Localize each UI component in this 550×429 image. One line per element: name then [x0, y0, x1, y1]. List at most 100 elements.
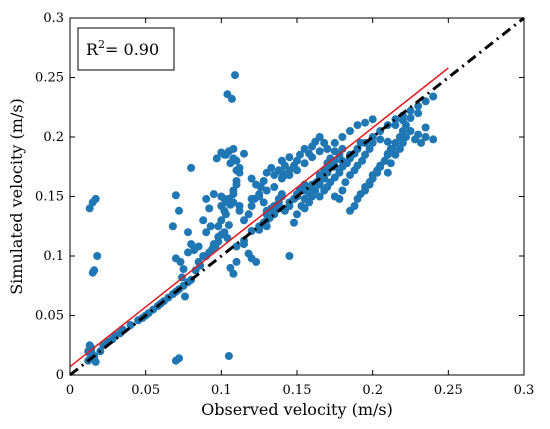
data-point: [315, 192, 324, 201]
data-point: [315, 147, 324, 156]
y-tick-label: 0.05: [35, 309, 64, 324]
data-point: [232, 156, 241, 165]
data-point: [368, 115, 377, 124]
one-to-one-line: [69, 16, 525, 377]
data-point: [376, 135, 385, 144]
data-point: [176, 257, 185, 266]
data-point: [209, 240, 218, 249]
data-point: [335, 168, 344, 177]
data-point: [226, 200, 235, 209]
data-point: [414, 109, 423, 118]
data-point: [220, 206, 229, 215]
data-point: [368, 174, 377, 183]
data-point: [240, 149, 248, 158]
data-point: [320, 174, 329, 183]
data-point: [421, 133, 430, 141]
data-point: [338, 133, 347, 141]
data-point: [358, 156, 367, 165]
y-axis-label: Simulated velocity (m/s): [7, 98, 26, 295]
data-point: [388, 144, 397, 153]
data-point: [247, 174, 256, 183]
data-point: [395, 144, 404, 153]
data-point: [346, 127, 354, 135]
data-point: [323, 144, 332, 153]
data-point: [386, 159, 395, 168]
y-tick-label: 0.25: [35, 71, 64, 86]
data-point: [181, 292, 189, 301]
data-point: [361, 186, 370, 195]
annotation-prefix: R: [86, 40, 99, 59]
data-point: [429, 92, 438, 101]
data-point: [335, 194, 344, 203]
data-point: [199, 216, 208, 225]
data-point: [175, 354, 183, 363]
data-point: [398, 127, 407, 135]
data-point: [330, 138, 339, 147]
data-point: [90, 266, 99, 275]
data-point: [259, 198, 268, 207]
data-point: [368, 138, 377, 147]
data-point: [414, 102, 423, 111]
data-point: [308, 192, 317, 201]
annotation-superscript: 2: [98, 38, 105, 51]
data-point: [293, 166, 301, 175]
y-tick-label: 0.3: [43, 11, 64, 26]
data-point: [267, 163, 276, 172]
data-point: [338, 186, 347, 195]
x-tick-label: 0.15: [283, 383, 312, 398]
data-point: [391, 150, 400, 159]
data-point: [126, 321, 135, 329]
y-tick-label: 0: [56, 368, 64, 383]
data-point: [196, 261, 205, 270]
data-point: [285, 171, 294, 180]
data-point: [224, 352, 233, 360]
data-point: [361, 118, 370, 127]
data-point: [421, 97, 430, 106]
data-point: [194, 242, 203, 251]
data-point: [224, 221, 233, 230]
data-point: [184, 228, 192, 237]
data-point: [429, 135, 438, 144]
data-point: [247, 194, 256, 203]
data-point: [356, 138, 365, 147]
data-point: [184, 248, 192, 257]
data-point: [214, 233, 223, 241]
data-point: [376, 162, 385, 171]
x-tick-label: 0: [66, 383, 74, 398]
data-point: [93, 252, 102, 260]
data-point: [262, 186, 271, 195]
data-point: [235, 206, 244, 215]
data-point: [175, 206, 183, 215]
data-point: [232, 257, 241, 266]
data-point: [293, 210, 301, 219]
data-point: [262, 222, 271, 231]
data-point: [383, 137, 392, 146]
data-point: [350, 202, 359, 210]
data-point: [91, 194, 100, 203]
data-point: [202, 194, 211, 203]
data-point: [171, 191, 180, 200]
data-point: [217, 216, 226, 225]
data-point: [229, 190, 238, 199]
data-point: [414, 130, 423, 139]
data-point: [300, 159, 309, 168]
data-point: [206, 222, 215, 231]
data-point: [187, 240, 196, 249]
data-point: [421, 123, 430, 132]
data-point: [361, 150, 370, 159]
data-point: [232, 180, 241, 189]
x-axis-label: Observed velocity (m/s): [201, 400, 393, 419]
data-point: [220, 228, 229, 237]
data-point: [353, 121, 362, 130]
annotation-text: R2= 0.90: [86, 38, 159, 59]
data-point: [395, 133, 404, 141]
data-point: [380, 156, 389, 165]
data-point: [391, 138, 400, 147]
data-point: [232, 242, 241, 251]
data-point: [417, 138, 426, 147]
data-point: [226, 263, 235, 272]
data-point: [365, 180, 374, 189]
data-point: [320, 138, 329, 147]
data-point: [383, 150, 392, 159]
data-point: [277, 174, 286, 183]
